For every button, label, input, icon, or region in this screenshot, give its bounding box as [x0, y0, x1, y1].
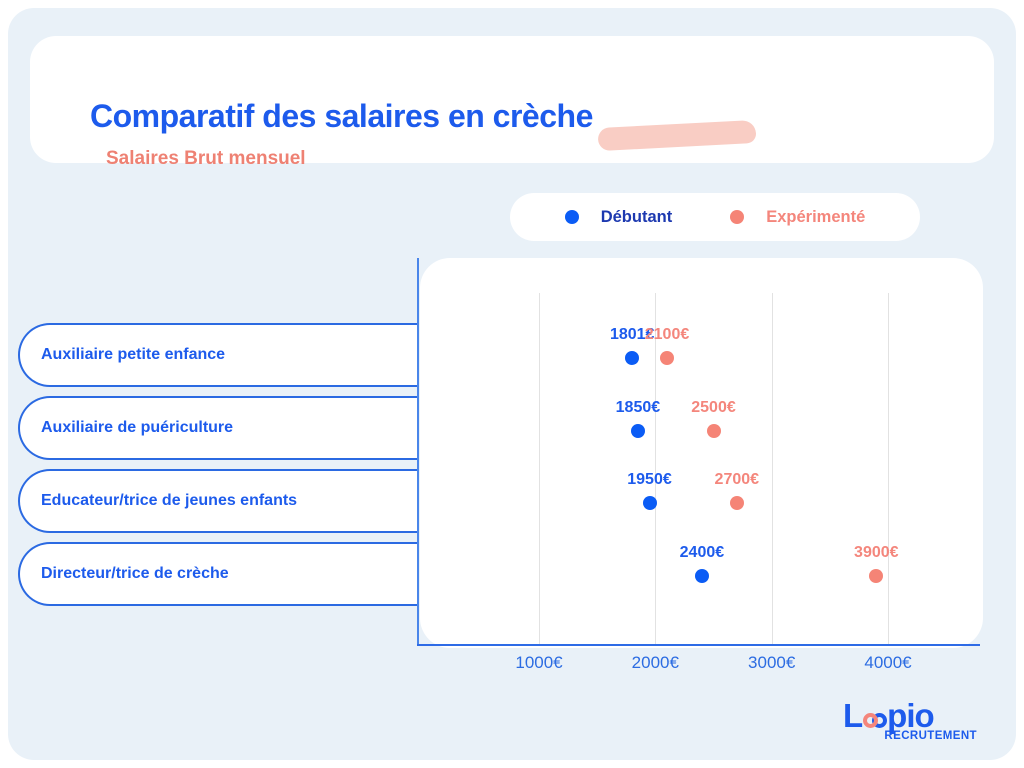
category-label: Educateur/trice de jeunes enfants: [41, 492, 298, 509]
debutant-dot-icon: [564, 210, 579, 224]
data-point-value: 2700€: [714, 471, 760, 488]
experimente-dot-icon: [730, 210, 745, 224]
gridline-2000: [655, 293, 657, 644]
category-pill: Auxiliaire de puériculture: [18, 396, 418, 460]
logo-letter-l: L: [843, 697, 863, 734]
data-point-débutant: [642, 496, 657, 510]
x-tick-label: 2000€: [631, 653, 679, 672]
x-tick-label: 1000€: [515, 653, 563, 672]
category-label: Directeur/trice de crèche: [41, 565, 229, 582]
data-point-débutant: [630, 424, 645, 438]
data-point-débutant: [694, 569, 709, 583]
data-point-value: 2500€: [691, 399, 736, 416]
category-pill: Directeur/trice de crèche: [18, 542, 418, 606]
logo-letters-pio: pio: [887, 697, 934, 734]
x-axis-line: [417, 644, 980, 646]
y-axis-line: [417, 258, 419, 646]
page-title: Comparatif des salaires en crèche: [90, 98, 593, 134]
category-label: Auxiliaire de puériculture: [41, 419, 234, 436]
data-point-value: 2400€: [679, 544, 725, 561]
category-pill: Auxiliaire petite enfance: [18, 323, 418, 387]
data-point-expérimenté: [660, 351, 674, 365]
data-point-expérimenté: [706, 424, 721, 438]
data-point-value: 2100€: [644, 326, 690, 343]
logo-coral-ring-icon: [863, 713, 879, 728]
legend-label: Expérimenté: [766, 207, 866, 226]
gridline-1000: [539, 293, 540, 644]
header-card: Comparatif des salaires en crèche Salair…: [30, 36, 994, 169]
data-point-value: 1950€: [627, 471, 672, 488]
legend-item-debutant: Débutant: [564, 207, 673, 227]
loopio-logo: L pio RECRUTEMENT: [843, 697, 977, 742]
data-point-expérimenté: [869, 569, 884, 583]
data-point-value: 1801€: [609, 326, 655, 343]
data-point-expérimenté: [729, 496, 744, 510]
x-tick-label: 3000€: [748, 653, 796, 672]
chart-plot-panel: [420, 258, 983, 648]
category-pill: Educateur/trice de jeunes enfants: [18, 469, 418, 533]
logo-caption: RECRUTEMENT: [884, 730, 977, 742]
chart-legend: Débutant Expérimenté: [510, 193, 920, 241]
logo-wordmark: L pio: [843, 697, 977, 735]
page-subtitle: Salaires Brut mensuel: [106, 148, 306, 169]
legend-item-experimente: Expérimenté: [730, 208, 865, 227]
gridline-3000: [771, 293, 773, 644]
legend-label: Débutant: [600, 207, 673, 226]
data-point-débutant: [625, 351, 640, 365]
x-tick-label: 4000€: [864, 653, 912, 672]
gridline-4000: [888, 293, 889, 644]
data-point-value: 1850€: [615, 399, 661, 416]
data-point-value: 3900€: [854, 544, 899, 561]
category-label: Auxiliaire petite enfance: [41, 346, 226, 363]
